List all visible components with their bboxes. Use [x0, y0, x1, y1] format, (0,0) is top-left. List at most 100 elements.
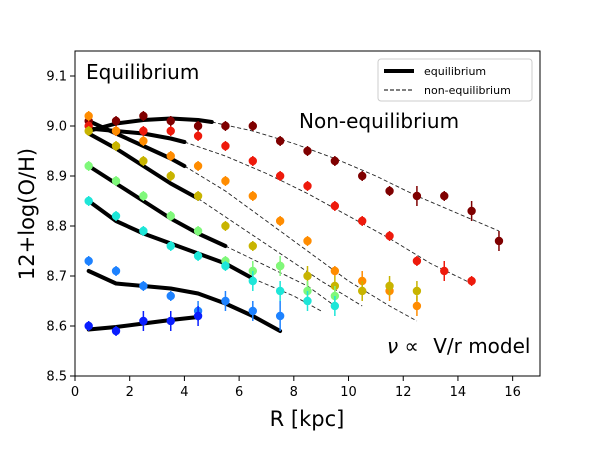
non-equilibrium-line — [225, 245, 336, 307]
data-point — [221, 221, 230, 231]
data-point — [139, 111, 148, 121]
data-point — [221, 176, 230, 186]
y-tick-label: 8.9 — [46, 170, 67, 185]
data-point — [193, 311, 203, 321]
plot-area: 0 2 4 6 8 10 12 14 16 8.5 8.6 8.7 8.8 8.9 9.0 9.1 — [46, 50, 541, 400]
data-point — [84, 111, 93, 121]
data-point — [440, 191, 449, 201]
data-point — [139, 126, 148, 136]
data-point — [84, 161, 93, 171]
x-ticks: 0 2 4 6 8 10 12 14 16 — [71, 376, 521, 400]
data-point — [412, 256, 422, 266]
non-equilibrium-line — [211, 121, 500, 232]
data-point — [385, 231, 394, 241]
data-point — [330, 156, 340, 166]
data-point — [412, 286, 422, 296]
data-point — [166, 116, 175, 126]
data-point — [111, 176, 121, 186]
x-tick-label: 12 — [395, 385, 412, 400]
data-point — [440, 266, 449, 276]
data-point — [84, 256, 93, 266]
x-tick-label: 10 — [340, 385, 357, 400]
annotation-equilibrium: Equilibrium — [86, 60, 199, 84]
data-point — [193, 191, 203, 201]
data-point — [166, 171, 175, 181]
x-tick-label: 16 — [504, 385, 521, 400]
data-point — [248, 156, 257, 166]
data-point — [358, 216, 367, 226]
annotation-model: ν ∝ V/r model — [387, 334, 530, 358]
data-point — [358, 286, 367, 296]
data-point — [193, 226, 203, 236]
y-tick-label: 8.5 — [46, 370, 67, 385]
y-ticks: 8.5 8.6 8.7 8.8 8.9 9.0 9.1 — [46, 70, 75, 385]
data-point — [412, 301, 422, 311]
data-point — [467, 206, 476, 216]
non-equilibrium-line — [252, 278, 322, 312]
data-point — [248, 191, 257, 201]
equilibrium-line — [86, 164, 228, 248]
data-point — [303, 296, 312, 306]
data-point — [193, 121, 203, 131]
data-point — [303, 181, 312, 191]
x-axis-label: R [kpc] — [270, 407, 345, 431]
data-point — [494, 236, 504, 246]
data-point — [330, 301, 340, 311]
data-point — [303, 236, 312, 246]
x-tick-label: 14 — [450, 385, 467, 400]
data-point — [139, 156, 148, 166]
non-equilibrium-line — [184, 165, 418, 322]
equilibrium-line — [86, 269, 283, 333]
data-point — [248, 276, 257, 286]
data-point — [139, 316, 148, 326]
annotation-model-prefix: ν ∝ — [387, 334, 419, 358]
data-point — [111, 126, 121, 136]
data-point — [193, 161, 203, 171]
data-point — [111, 211, 121, 221]
x-tick-label: 6 — [235, 385, 243, 400]
data-point — [330, 201, 340, 211]
data-point — [275, 311, 285, 321]
data-point — [248, 121, 257, 131]
data-point — [412, 191, 422, 201]
data-point — [139, 136, 148, 146]
data-point — [84, 321, 93, 331]
data-point — [275, 136, 285, 146]
legend: equilibrium non-equilibrium — [377, 58, 533, 102]
data-point — [275, 171, 285, 181]
data-point — [166, 316, 175, 326]
data-point — [275, 286, 285, 296]
data-point — [221, 121, 230, 131]
data-point — [193, 251, 203, 261]
data-point — [139, 191, 148, 201]
y-tick-label: 8.8 — [46, 220, 67, 235]
data-point — [275, 261, 285, 271]
data-point — [248, 241, 257, 251]
x-tick-label: 2 — [126, 385, 134, 400]
non-equilibrium-line — [184, 141, 472, 284]
data-point — [111, 141, 121, 151]
annotation-non-equilibrium: Non-equilibrium — [299, 109, 459, 133]
y-tick-label: 8.7 — [46, 270, 67, 285]
data-point — [303, 146, 312, 156]
x-tick-label: 0 — [71, 385, 79, 400]
y-axis-label: 12+log(O/H) — [15, 148, 39, 280]
legend-label-equilibrium: equilibrium — [424, 65, 486, 78]
data-layer — [84, 111, 504, 336]
data-point — [303, 271, 312, 281]
data-point — [275, 216, 285, 226]
data-point — [111, 266, 121, 276]
data-point — [358, 171, 367, 181]
annotation-model-suffix: V/r model — [433, 334, 530, 358]
data-point — [385, 186, 394, 196]
data-point — [385, 281, 394, 291]
data-point — [166, 211, 175, 221]
data-point — [166, 151, 175, 161]
y-tick-label: 9.1 — [46, 70, 67, 85]
data-point — [467, 276, 476, 286]
data-point — [166, 291, 175, 301]
data-point — [111, 326, 121, 336]
data-point — [139, 281, 148, 291]
data-point — [248, 306, 257, 316]
